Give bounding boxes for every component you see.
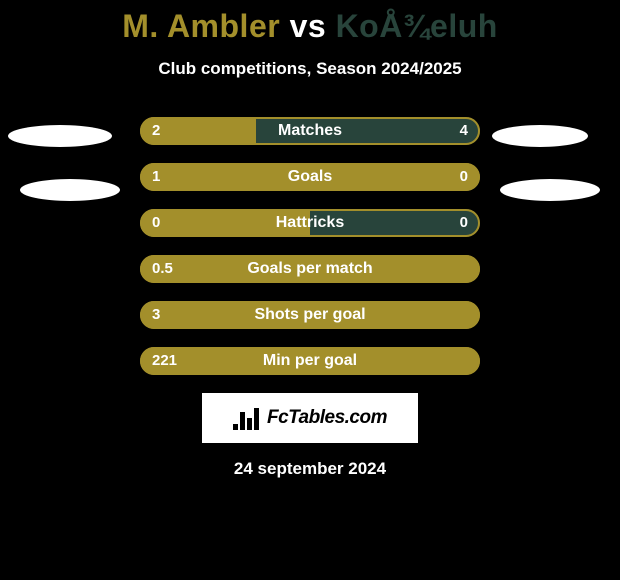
stat-row: 0.5Goals per match — [0, 255, 620, 283]
logo-bars-icon — [233, 406, 261, 430]
photo-placeholder-right2 — [500, 179, 600, 201]
stat-label: Goals per match — [140, 255, 480, 283]
stat-row: 221Min per goal — [0, 347, 620, 375]
fctables-logo: FcTables.com — [202, 393, 418, 443]
photo-placeholder-left2 — [20, 179, 120, 201]
player1-name: M. Ambler — [122, 8, 280, 44]
photo-placeholder-left1 — [8, 125, 112, 147]
logo-text: FcTables.com — [267, 407, 387, 429]
stat-row: 00Hattricks — [0, 209, 620, 237]
stat-label: Min per goal — [140, 347, 480, 375]
date-text: 24 september 2024 — [0, 459, 620, 479]
stats-chart: 24Matches10Goals00Hattricks0.5Goals per … — [0, 117, 620, 375]
vs-word: vs — [290, 8, 327, 44]
player2-name: KoÅ¾eluh — [336, 8, 498, 44]
stat-label: Goals — [140, 163, 480, 191]
subtitle: Club competitions, Season 2024/2025 — [0, 59, 620, 79]
stat-label: Hattricks — [140, 209, 480, 237]
stat-label: Matches — [140, 117, 480, 145]
comparison-title: M. Ambler vs KoÅ¾eluh — [0, 0, 620, 45]
stat-label: Shots per goal — [140, 301, 480, 329]
stat-row: 3Shots per goal — [0, 301, 620, 329]
photo-placeholder-right1 — [492, 125, 588, 147]
